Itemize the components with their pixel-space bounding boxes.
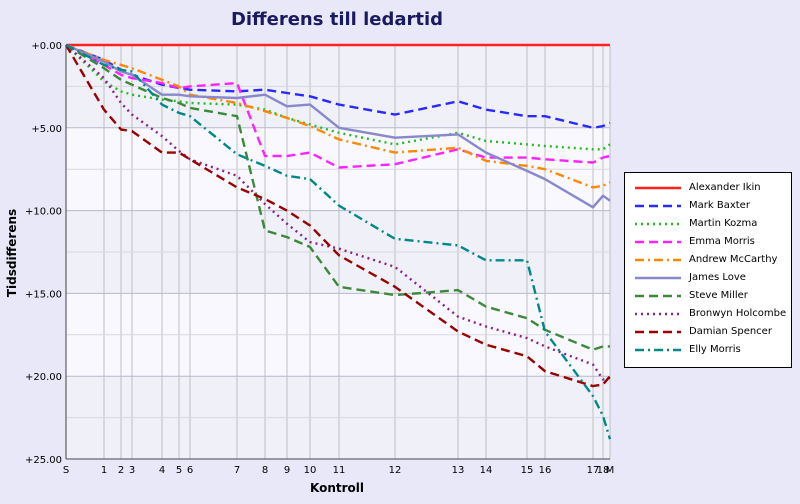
x-tick-label: 9 (284, 465, 290, 476)
x-tick-label: 1 (101, 465, 107, 476)
x-tick-label: 8 (262, 465, 268, 476)
legend-label: Martin Kozma (689, 218, 758, 229)
legend-swatch (635, 240, 681, 244)
x-tick-label: 15 (521, 465, 534, 476)
legend-swatch (635, 204, 681, 208)
y-tick-label: +0.00 (31, 41, 62, 52)
legend-swatch (635, 276, 681, 280)
legend-item: Andrew McCarthy (633, 251, 791, 269)
x-tick-label: 2 (118, 465, 124, 476)
series-line-steve-miller (65, 43, 610, 351)
legend-item: Emma Morris (633, 233, 791, 251)
y-tick-label: +20.00 (25, 372, 62, 383)
x-tick-label: 7 (234, 465, 240, 476)
legend-label: Bronwyn Holcombe (689, 308, 787, 319)
legend-label: James Love (689, 272, 746, 283)
legend-item: Mark Baxter (633, 197, 791, 215)
series-line-damian-spencer (64, 44, 611, 388)
legend-label: Elly Morris (689, 344, 741, 355)
legend-item: Bronwyn Holcombe (633, 305, 791, 323)
legend-swatch (635, 294, 681, 298)
x-tick-label: 11 (333, 465, 346, 476)
legend-swatch (635, 330, 681, 334)
x-tick-label: 6 (187, 465, 193, 476)
y-axis-label: Tidsdifferens (5, 209, 19, 297)
chart-title: Differens till ledartid (231, 9, 443, 30)
x-tick-label: 12 (389, 465, 402, 476)
legend-item: Alexander Ikin (633, 179, 791, 197)
x-tick-label: 3 (129, 465, 135, 476)
legend: Alexander Ikin Mark Baxter Martin Kozma Emm… (624, 172, 792, 368)
legend-label: Mark Baxter (689, 200, 750, 211)
x-tick-label: 18 (597, 465, 610, 476)
legend-item: James Love (633, 269, 791, 287)
legend-swatch (635, 258, 681, 262)
y-tick-label: +10.00 (25, 207, 62, 218)
y-tick-label: +5.00 (31, 124, 62, 135)
legend-swatch (635, 312, 681, 316)
x-axis-label: Kontroll (310, 481, 364, 495)
x-tick-label: 14 (480, 465, 493, 476)
y-tick-label: +15.00 (25, 289, 62, 300)
legend-label: Alexander Ikin (689, 182, 761, 193)
x-tick-label: 10 (304, 465, 317, 476)
x-tick-label: S (63, 465, 69, 476)
legend-label: Emma Morris (689, 236, 755, 247)
legend-label: Andrew McCarthy (689, 254, 778, 265)
legend-item: Martin Kozma (633, 215, 791, 233)
series-line-andrew-mccarthy (65, 43, 611, 189)
x-tick-label: 16 (539, 465, 552, 476)
series-line-bronwyn-holcombe (65, 44, 611, 381)
legend-swatch (635, 222, 681, 226)
legend-swatch (635, 348, 681, 352)
legend-item: Steve Miller (633, 287, 791, 305)
x-tick-label: 5 (176, 465, 182, 476)
legend-label: Damian Spencer (689, 326, 772, 337)
x-tick-label: 13 (452, 465, 465, 476)
x-tick-label: 4 (159, 465, 165, 476)
x-tick-label: M (606, 465, 615, 476)
legend-swatch (635, 186, 681, 190)
series-line-martin-kozma (65, 44, 611, 151)
y-tick-label: +25.00 (25, 455, 62, 466)
legend-label: Steve Miller (689, 290, 748, 301)
legend-item: Elly Morris (633, 341, 791, 359)
legend-item: Damian Spencer (633, 323, 791, 341)
series-line-elly-morris (65, 43, 612, 440)
x-tick-label: 17 (587, 465, 600, 476)
